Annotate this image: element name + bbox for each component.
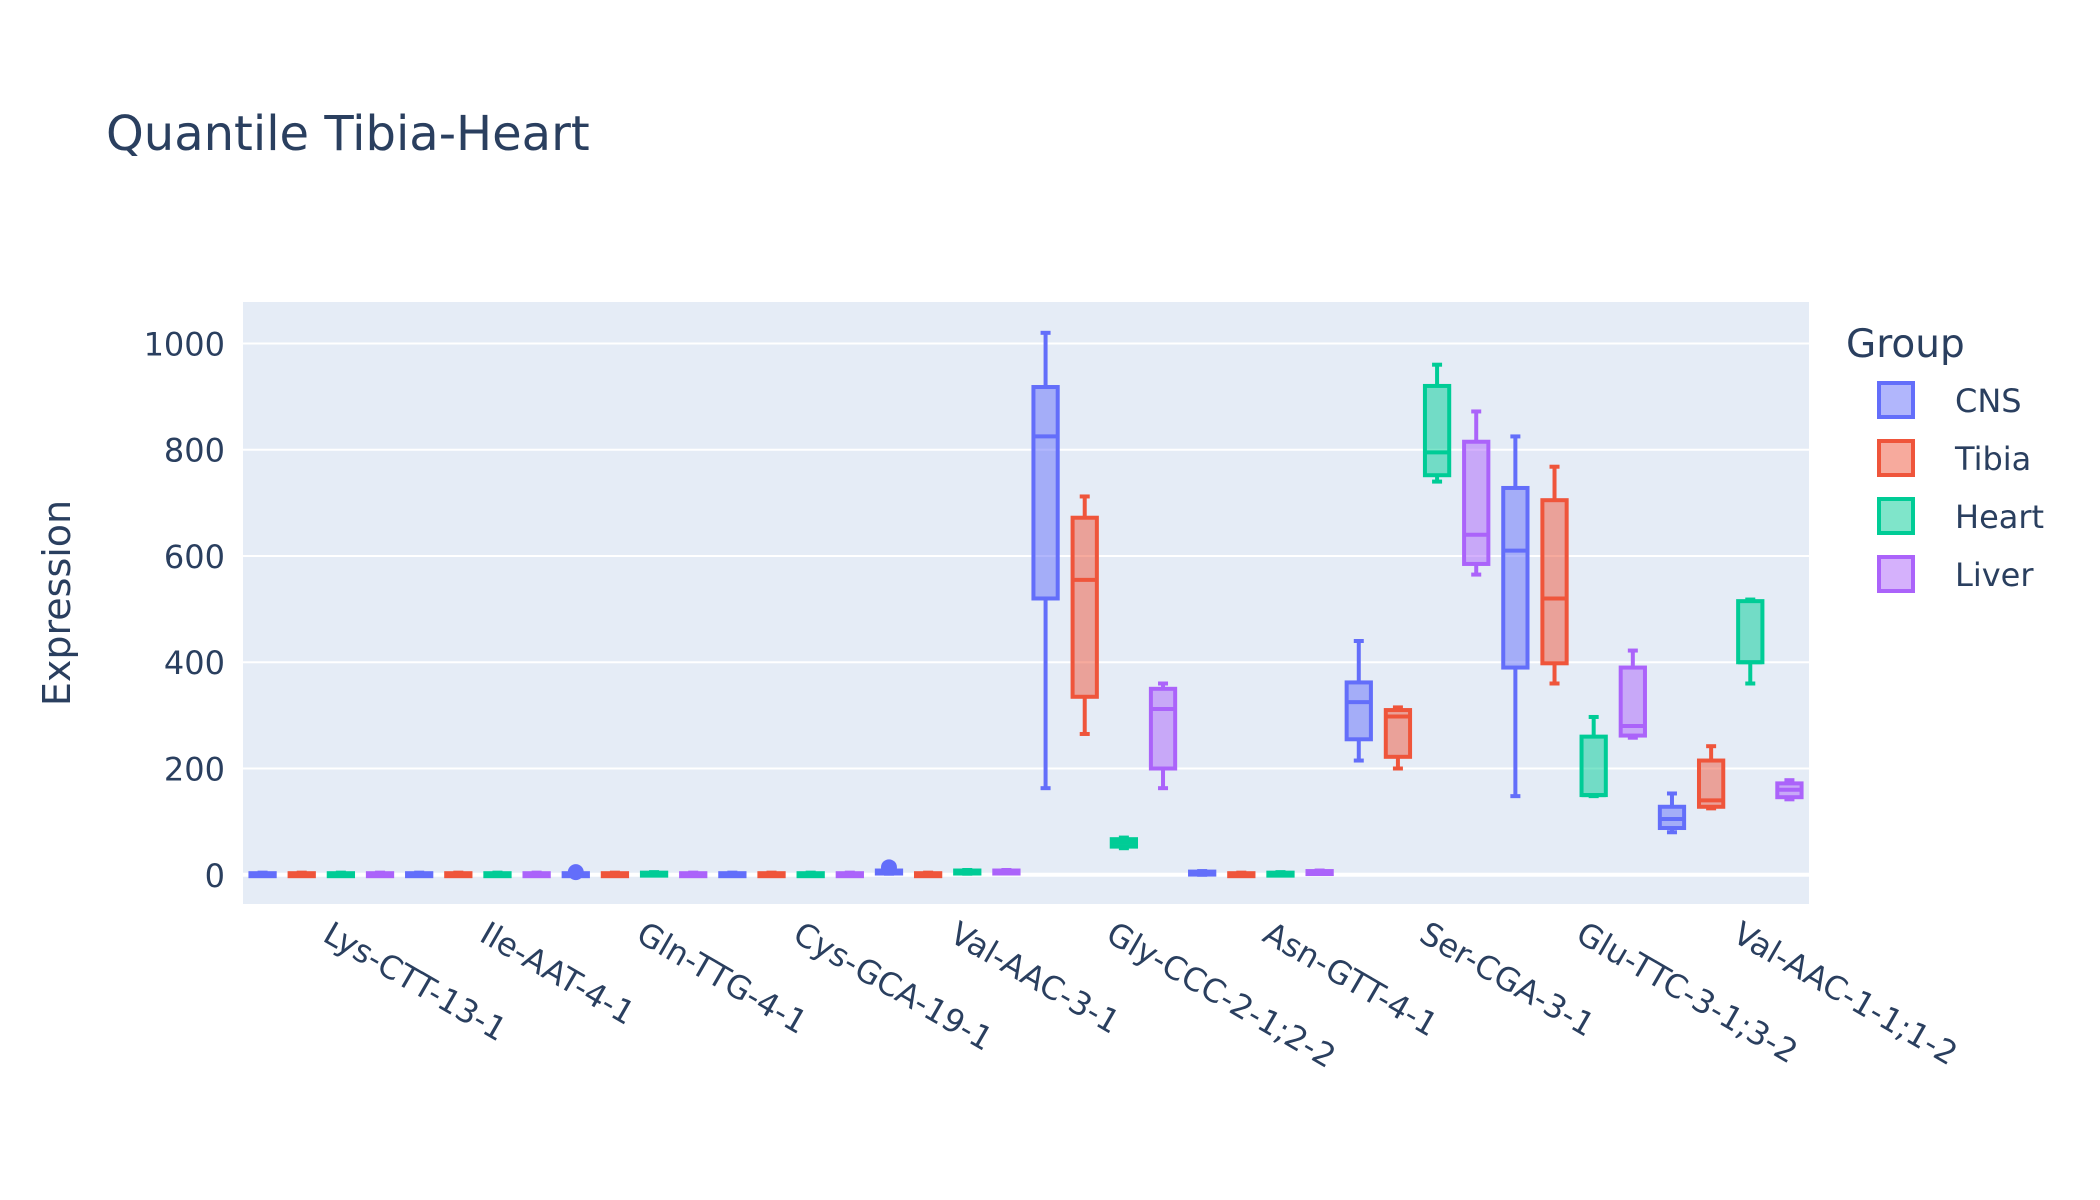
box-liver-3 <box>835 870 864 879</box>
boxes <box>248 330 1804 881</box>
box-liver-8 <box>1618 648 1647 740</box>
box-tibia-7 <box>1383 705 1413 771</box>
outlier-point <box>880 859 897 876</box>
box-cns-4 <box>874 859 904 876</box>
legend-label-liver: Liver <box>1955 556 2034 594</box>
box-cns-2 <box>561 864 590 881</box>
box-cns-0 <box>248 870 277 879</box>
box-cns-1 <box>405 870 434 879</box>
box-liver-0 <box>365 870 395 879</box>
box-heart-6 <box>1266 870 1295 878</box>
box-heart-8 <box>1579 714 1608 799</box>
legend-swatch-liver <box>1877 555 1915 593</box>
box-tibia-6 <box>1227 870 1256 879</box>
box-cns-3 <box>718 870 747 879</box>
box-body <box>1736 599 1765 665</box>
box-liver-1 <box>522 870 551 879</box>
box-liver-5 <box>1148 681 1178 791</box>
box-cns-7 <box>1344 638 1373 763</box>
box-body <box>1462 439 1491 566</box>
box-heart-1 <box>483 870 512 879</box>
y-tick-label: 600 <box>164 538 225 576</box>
legend-swatch-heart <box>1877 497 1915 535</box>
y-tick-label: 200 <box>164 751 225 789</box>
box-heart-5 <box>1109 835 1139 851</box>
box-heart-9 <box>1736 597 1765 686</box>
chart-title: Quantile Tibia-Heart <box>106 106 590 162</box>
box-liver-4 <box>992 867 1021 876</box>
box-liver-7 <box>1462 409 1491 577</box>
x-axis-ticks: Lys-CTT-13-1Ile-AAT-4-1Gln-TTG-4-1Cys-GC… <box>317 914 1964 1076</box>
box-body <box>1070 515 1099 699</box>
legend-swatch-tibia <box>1877 439 1915 477</box>
box-heart-4 <box>953 867 982 876</box>
y-tick-label: 0 <box>205 857 225 895</box>
box-cns-5 <box>1031 330 1060 791</box>
box-body <box>1540 498 1569 666</box>
gridlines <box>243 342 1809 877</box>
box-tibia-0 <box>287 870 316 879</box>
box-body <box>1579 734 1608 798</box>
box-tibia-3 <box>757 870 786 879</box>
outlier-point <box>567 864 584 881</box>
box-tibia-8 <box>1540 464 1569 686</box>
box-tibia-5 <box>1070 494 1099 736</box>
box-heart-2 <box>639 870 669 878</box>
box-body <box>1501 485 1530 670</box>
box-cns-6 <box>1188 869 1217 877</box>
plot-background <box>243 302 1809 904</box>
box-liver-9 <box>1775 778 1804 802</box>
box-tibia-2 <box>600 870 630 879</box>
box-body <box>1031 385 1060 601</box>
y-tick-label: 400 <box>164 644 225 682</box>
box-heart-3 <box>796 870 825 879</box>
box-liver-6 <box>1305 868 1334 877</box>
box-cns-8 <box>1501 434 1530 799</box>
box-heart-7 <box>1422 362 1452 484</box>
x-tick-label: Ser-CGA-3-1 <box>1414 914 1602 1044</box>
box-body <box>1422 383 1452 478</box>
x-tick-label: Gln-TTG-4-1 <box>631 914 814 1042</box>
legend-title: Group <box>1846 322 1965 367</box>
legend-label-heart: Heart <box>1955 498 2044 536</box>
box-heart-0 <box>326 870 356 879</box>
y-axis-ticks: 0 200 400 600 800 1000 <box>144 325 225 894</box>
box-tibia-9 <box>1696 744 1726 811</box>
box-liver-2 <box>679 870 708 879</box>
legend-label-cns: CNS <box>1955 382 2022 420</box>
box-body <box>1148 686 1178 771</box>
box-cns-9 <box>1657 791 1687 835</box>
legend-label-tibia: Tibia <box>1954 440 2031 478</box>
box-body <box>1344 680 1373 742</box>
legend-swatch-cns <box>1877 381 1915 419</box>
y-tick-label: 800 <box>164 432 225 470</box>
y-tick-label: 1000 <box>144 325 225 363</box>
box-tibia-1 <box>444 870 473 879</box>
legend: Group CNS Tibia Heart Liver <box>1846 322 2044 594</box>
box-tibia-4 <box>913 870 943 879</box>
y-axis-label: Expression <box>35 500 79 706</box>
